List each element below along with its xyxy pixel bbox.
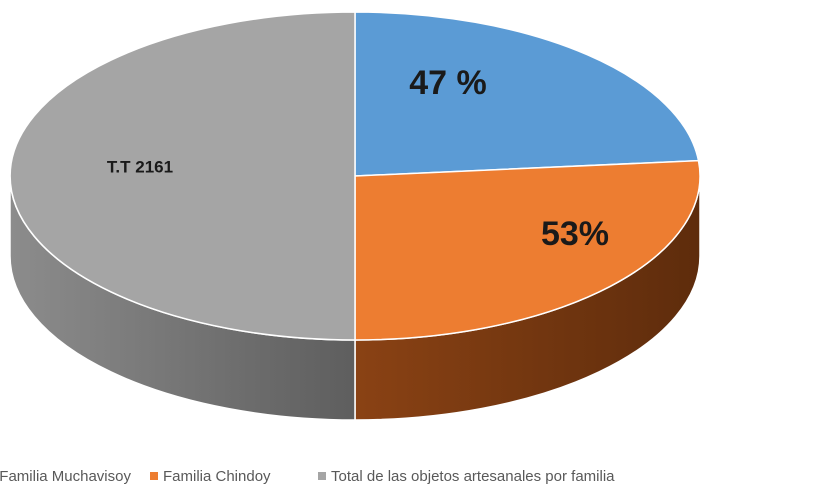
legend-label: Familia Muchavisoy [0, 468, 131, 485]
pie-slice [354, 159, 701, 341]
legend-label: Total de las objetos artesanales por fam… [331, 468, 615, 485]
legend-marker [318, 472, 326, 480]
pie-slice [354, 11, 700, 177]
pie-slice [9, 11, 356, 341]
data-label: 47 % [409, 64, 487, 102]
legend-label: Familia Chindoy [163, 468, 271, 485]
data-label: T.T 2161 [107, 157, 173, 176]
data-label: 53% [541, 215, 609, 253]
legend-marker [150, 472, 158, 480]
